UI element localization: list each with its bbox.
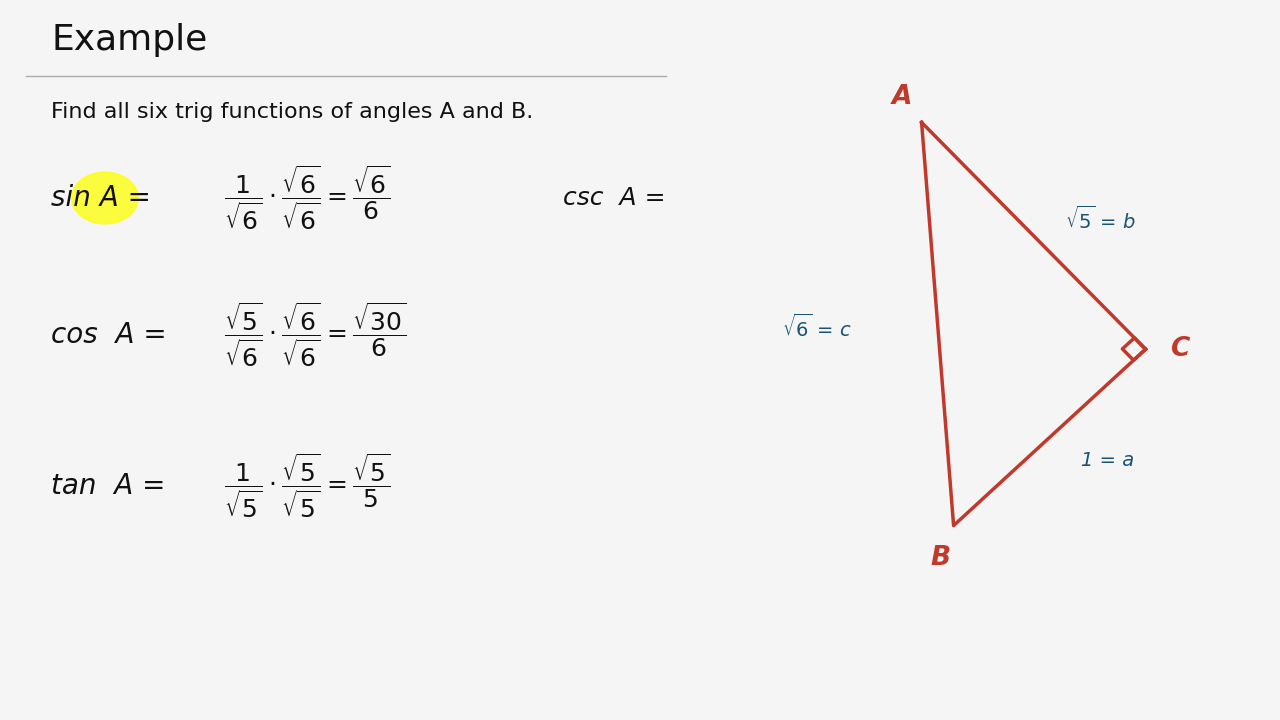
Text: Find all six trig functions of angles A and B.: Find all six trig functions of angles A … xyxy=(51,102,534,122)
Text: A: A xyxy=(892,84,913,110)
Text: B: B xyxy=(931,545,951,571)
Text: $\dfrac{\sqrt{5}}{\sqrt{6}} \cdot \dfrac{\sqrt{6}}{\sqrt{6}} = \dfrac{\sqrt{30}}: $\dfrac{\sqrt{5}}{\sqrt{6}} \cdot \dfrac… xyxy=(224,300,407,369)
Text: Example: Example xyxy=(51,22,207,57)
Text: $\dfrac{1}{\sqrt{6}} \cdot \dfrac{\sqrt{6}}{\sqrt{6}} = \dfrac{\sqrt{6}}{6}$: $\dfrac{1}{\sqrt{6}} \cdot \dfrac{\sqrt{… xyxy=(224,163,390,233)
Text: C: C xyxy=(1170,336,1190,362)
Text: cos  A =: cos A = xyxy=(51,321,166,348)
Text: csc  A =: csc A = xyxy=(563,186,666,210)
Text: $\sqrt{5}$ = b: $\sqrt{5}$ = b xyxy=(1065,206,1137,233)
Text: $\sqrt{6}$ = c: $\sqrt{6}$ = c xyxy=(782,314,851,341)
Text: $\dfrac{1}{\sqrt{5}} \cdot \dfrac{\sqrt{5}}{\sqrt{5}} = \dfrac{\sqrt{5}}{5}$: $\dfrac{1}{\sqrt{5}} \cdot \dfrac{\sqrt{… xyxy=(224,451,390,521)
Ellipse shape xyxy=(72,172,138,224)
Text: 1 = a: 1 = a xyxy=(1080,451,1134,470)
Text: tan  A =: tan A = xyxy=(51,472,165,500)
Text: sin A =: sin A = xyxy=(51,184,151,212)
